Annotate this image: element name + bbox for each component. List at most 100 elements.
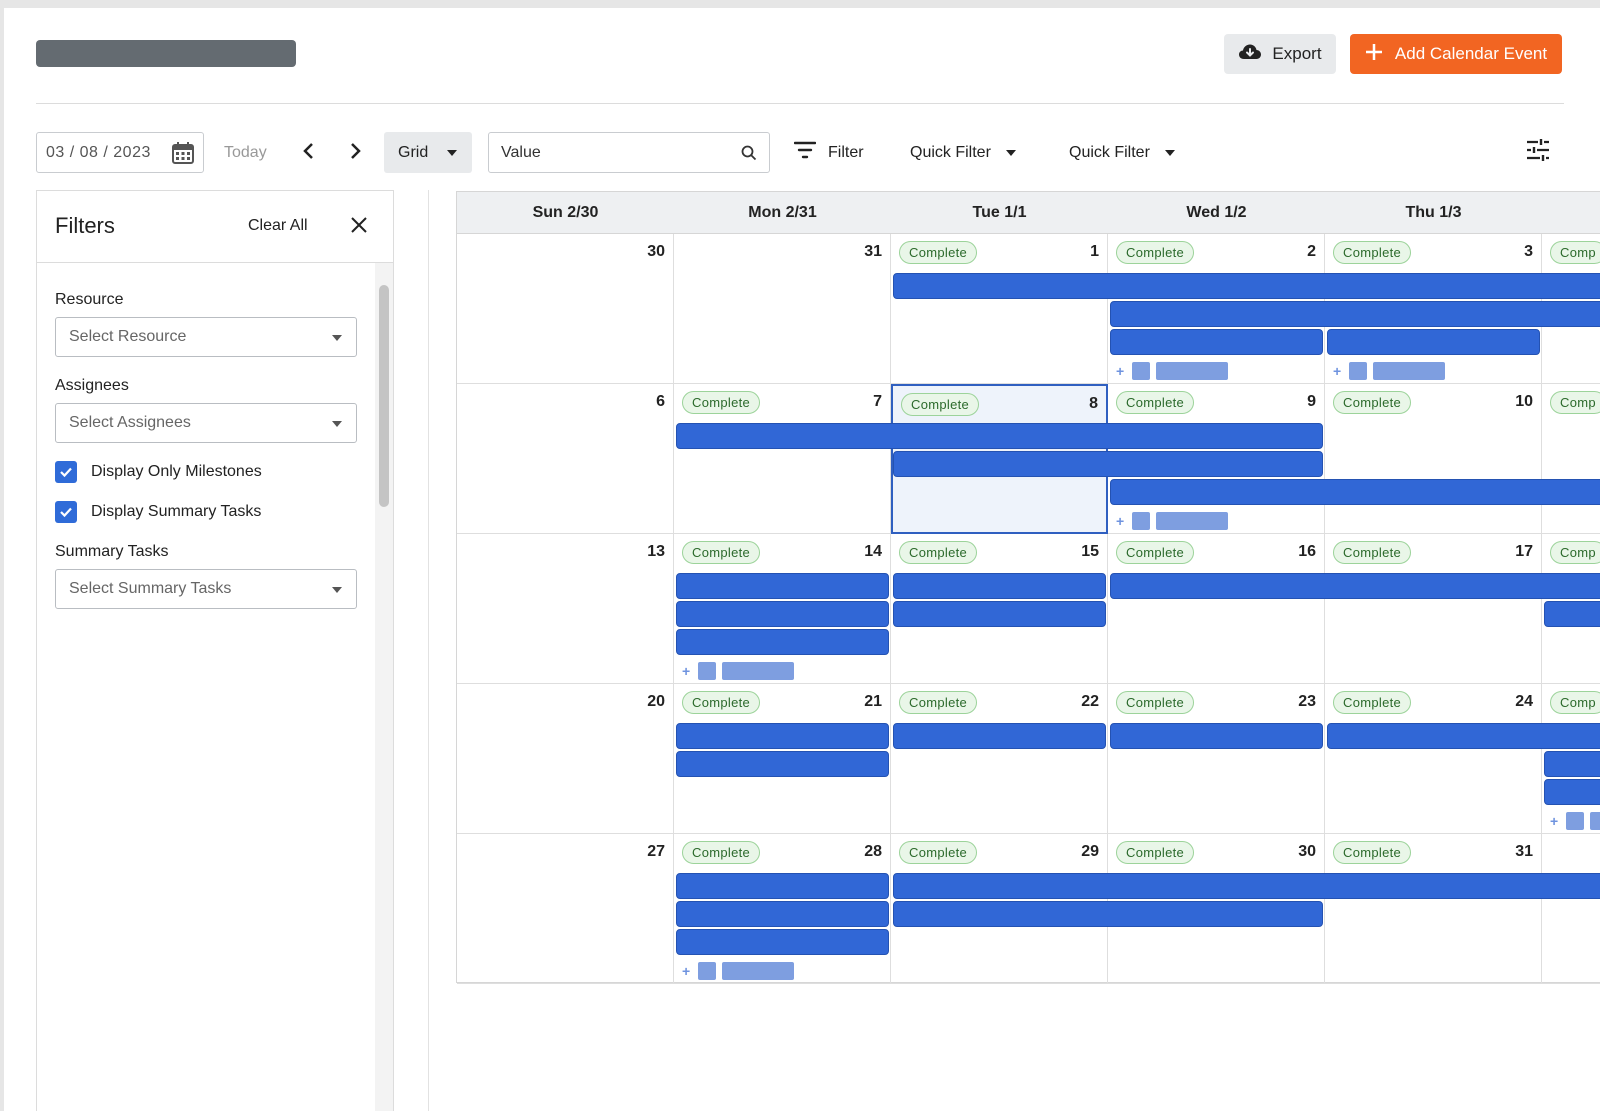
calendar-day-cell[interactable]: 30 Complete <box>1108 834 1325 984</box>
calendar-day-cell[interactable]: 16 Complete <box>1108 534 1325 684</box>
filter-button[interactable]: Filter <box>793 132 864 173</box>
calendar-event-bar[interactable] <box>1110 301 1600 327</box>
calendar-event-bar[interactable] <box>676 601 889 627</box>
status-badge: Complete <box>1333 391 1412 414</box>
date-input[interactable]: 03 / 08 / 2023 <box>36 132 204 173</box>
calendar-event-bar[interactable] <box>676 929 889 955</box>
calendar-day-cell[interactable]: 10 Complete <box>1325 384 1542 534</box>
view-select[interactable]: Grid <box>384 132 472 173</box>
calendar-event-bar[interactable] <box>1110 573 1600 599</box>
view-select-value: Grid <box>398 143 429 161</box>
calendar-day-cell[interactable]: 13 <box>457 534 674 684</box>
calendar-event-bar[interactable] <box>893 901 1323 927</box>
calendar-day-cell[interactable]: 6 <box>457 384 674 534</box>
next-button[interactable] <box>342 140 368 166</box>
checkbox-checked-icon[interactable] <box>55 501 77 523</box>
calendar-event-bar[interactable] <box>893 873 1600 899</box>
resource-label: Resource <box>55 291 124 308</box>
calendar-event-bar[interactable] <box>1544 601 1600 627</box>
calendar-event-bar[interactable] <box>893 573 1106 599</box>
calendar-event-bar[interactable] <box>893 601 1106 627</box>
more-events-indicator[interactable]: + <box>1116 362 1228 380</box>
calendar-event-bar[interactable] <box>1110 329 1323 355</box>
calendar-event-bar[interactable] <box>893 451 1323 477</box>
calendar-day-cell[interactable]: 17 Complete <box>1325 534 1542 684</box>
quick-filter-2[interactable]: Quick Filter <box>1069 132 1176 173</box>
status-badge: Comp <box>1550 241 1600 264</box>
calendar-day-cell[interactable]: 15 Complete <box>891 534 1108 684</box>
more-events-indicator[interactable]: + <box>682 962 794 980</box>
calendar-event-bar[interactable] <box>1327 329 1540 355</box>
calendar-day-cell[interactable]: Comp <box>1542 534 1600 684</box>
calendar-event-bar[interactable] <box>1544 751 1600 777</box>
calendar-panel: Export Add Calendar Event 03 / 08 / 2023… <box>4 8 1600 1111</box>
calendar-event-bar[interactable] <box>676 873 889 899</box>
calendar-day-cell[interactable]: 24 Complete <box>1325 684 1542 834</box>
resource-select[interactable]: Select Resource <box>55 317 357 357</box>
calendar-day-cell[interactable]: Comp <box>1542 234 1600 384</box>
calendar-day-cell[interactable]: Comp <box>1542 384 1600 534</box>
calendar-event-bar[interactable] <box>1327 723 1600 749</box>
calendar-event-bar[interactable] <box>893 723 1106 749</box>
calendar-event-bar[interactable] <box>676 751 889 777</box>
calendar-day-cell[interactable]: 31 <box>674 234 891 384</box>
calendar-day-cell[interactable]: 14 Complete <box>674 534 891 684</box>
more-events-indicator[interactable]: + <box>682 662 794 680</box>
calendar-day-cell[interactable]: 22 Complete <box>891 684 1108 834</box>
calendar-event-bar[interactable] <box>676 573 889 599</box>
day-number: 14 <box>864 543 882 560</box>
calendar-day-cell[interactable]: 27 <box>457 834 674 984</box>
calendar-event-bar[interactable] <box>676 901 889 927</box>
status-badge: Complete <box>682 691 761 714</box>
calendar-day-cell[interactable]: 31 Complete <box>1325 834 1542 984</box>
today-button[interactable]: Today <box>224 144 267 161</box>
calendar-day-cell[interactable] <box>1542 834 1600 984</box>
status-badge: Comp <box>1550 391 1600 414</box>
calendar-day-cell[interactable]: Comp <box>1542 684 1600 834</box>
calendar-icon[interactable] <box>171 141 195 170</box>
calendar-event-bar[interactable] <box>1110 479 1600 505</box>
export-button[interactable]: Export <box>1224 34 1336 74</box>
calendar-event-bar[interactable] <box>1110 723 1323 749</box>
day-number: 15 <box>1081 543 1099 560</box>
calendar-event-bar[interactable] <box>893 273 1600 299</box>
plus-icon: + <box>1116 513 1125 529</box>
checkbox-checked-icon[interactable] <box>55 461 77 483</box>
calendar-day-cell[interactable]: 21 Complete <box>674 684 891 834</box>
more-events-indicator[interactable]: + <box>1116 512 1228 530</box>
calendar-event-bar[interactable] <box>676 423 1323 449</box>
more-events-indicator[interactable]: + <box>1333 362 1445 380</box>
page-title-placeholder <box>36 40 296 67</box>
calendar-day-cell[interactable]: 9 Complete <box>1108 384 1325 534</box>
more-events-indicator[interactable]: + <box>1550 812 1600 830</box>
calendar-day-cell[interactable]: 20 <box>457 684 674 834</box>
add-calendar-event-label: Add Calendar Event <box>1394 44 1548 63</box>
quick-filter-1[interactable]: Quick Filter <box>910 132 1017 173</box>
calendar-day-cell[interactable]: 23 Complete <box>1108 684 1325 834</box>
prev-button[interactable] <box>296 140 322 166</box>
assignees-select[interactable]: Select Assignees <box>55 403 357 443</box>
search-icon[interactable] <box>741 145 757 166</box>
calendar-event-bar[interactable] <box>676 629 889 655</box>
calendar-event-bar[interactable] <box>1544 779 1600 805</box>
date-value: 03 / 08 / 2023 <box>46 143 151 161</box>
calendar-day-cell[interactable]: 28 Complete <box>674 834 891 984</box>
search-input[interactable]: Value <box>488 132 770 173</box>
clear-all-button[interactable]: Clear All <box>248 217 308 234</box>
scrollbar-thumb[interactable] <box>379 285 389 507</box>
resource-placeholder: Select Resource <box>69 328 187 345</box>
summary-tasks-select[interactable]: Select Summary Tasks <box>55 569 357 609</box>
close-icon[interactable] <box>349 215 369 240</box>
calendar-day-cell[interactable]: 29 Complete <box>891 834 1108 984</box>
status-badge: Complete <box>899 541 978 564</box>
calendar-day-cell[interactable]: 30 <box>457 234 674 384</box>
milestones-checkbox[interactable]: Display Only Milestones <box>55 461 262 483</box>
summary-tasks-checkbox[interactable]: Display Summary Tasks <box>55 501 261 523</box>
calendar-day-cell[interactable]: 7 Complete <box>674 384 891 534</box>
calendar-event-bar[interactable] <box>676 723 889 749</box>
calendar-day-cell[interactable]: 1 Complete <box>891 234 1108 384</box>
filter-lines-icon <box>793 141 817 164</box>
add-calendar-event-button[interactable]: Add Calendar Event <box>1350 34 1562 74</box>
event-swatch <box>698 962 716 980</box>
sliders-settings-icon[interactable] <box>1526 138 1550 167</box>
